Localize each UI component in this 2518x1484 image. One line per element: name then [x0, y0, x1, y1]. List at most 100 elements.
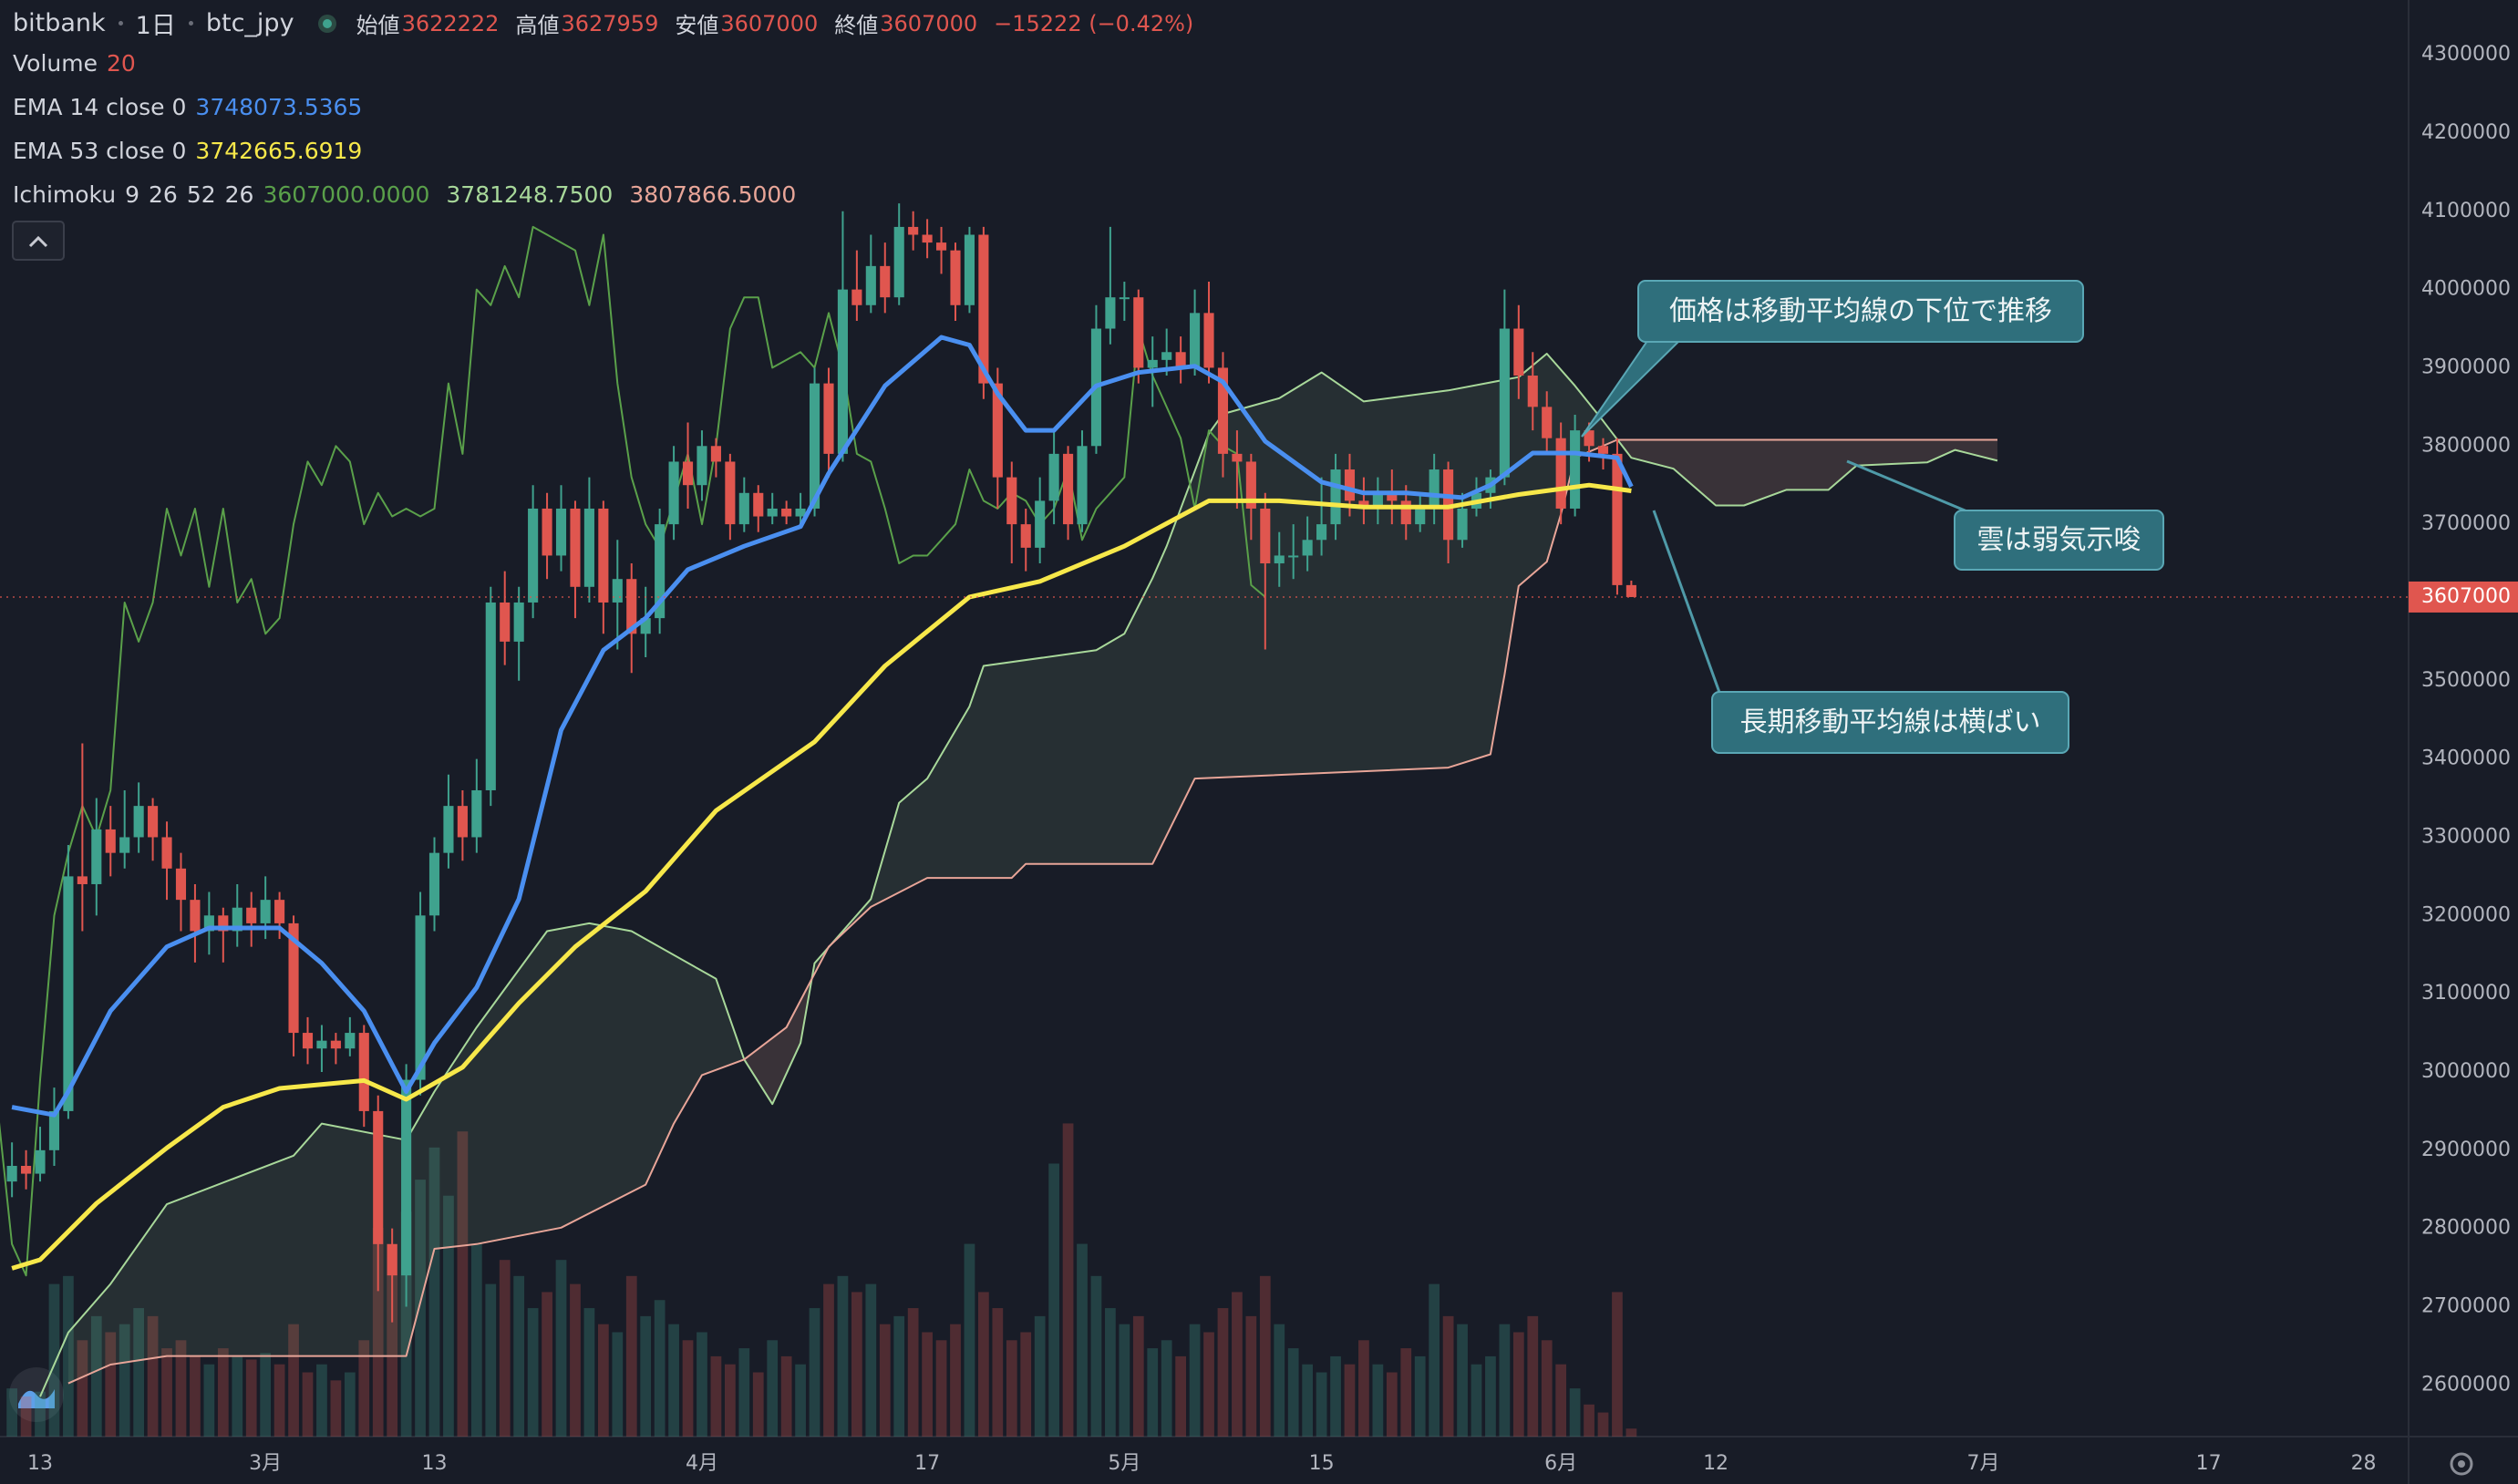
candle-body: [119, 837, 130, 853]
separator: [118, 21, 123, 26]
volume-bar: [1597, 1412, 1609, 1437]
candle-body: [330, 1040, 341, 1049]
volume-bar: [570, 1283, 581, 1437]
candle-body: [626, 579, 637, 634]
volume-bar: [724, 1364, 736, 1437]
volume-bar: [119, 1324, 130, 1437]
volume-bar: [1287, 1348, 1299, 1437]
candle-body: [1245, 461, 1256, 509]
candle-body: [1400, 500, 1411, 525]
volume-bar: [1569, 1388, 1581, 1437]
candle-body: [710, 446, 721, 462]
candle-body: [457, 806, 468, 838]
volume-bar: [1232, 1292, 1243, 1437]
y-tick-label: 3000000: [2421, 1060, 2511, 1083]
candle-body: [48, 1110, 60, 1150]
candle-body: [63, 876, 74, 1111]
volume-bar: [1442, 1315, 1454, 1437]
volume-bar: [542, 1292, 552, 1437]
candle-body: [598, 508, 609, 603]
volume-bar: [1006, 1340, 1017, 1437]
y-tick-label: 4300000: [2421, 43, 2511, 66]
volume-bar: [767, 1340, 779, 1437]
ema-name: EMA 14 close 0: [13, 94, 187, 120]
candle-body: [373, 1110, 384, 1244]
candle-body: [542, 508, 552, 556]
ohlc-label: 終値: [834, 13, 879, 38]
candle-body: [1006, 477, 1017, 525]
ema-legend: EMA 53 close 0 3742665.6919: [13, 138, 371, 164]
volume-bar: [245, 1359, 257, 1437]
candle-body: [1217, 367, 1229, 454]
candle-body: [1330, 469, 1341, 525]
x-tick-label: 5月: [1108, 1452, 1140, 1475]
volume-bar: [1020, 1332, 1032, 1437]
volume-bar: [316, 1364, 327, 1437]
collapse-button[interactable]: [12, 221, 65, 261]
candle-body: [1499, 328, 1510, 478]
candle-body: [1260, 508, 1271, 564]
x-tick-label: 6月: [1544, 1452, 1577, 1475]
volume-bar: [851, 1292, 862, 1437]
candle-body: [781, 508, 792, 517]
volume-bar: [1274, 1324, 1285, 1437]
volume-bar: [682, 1340, 694, 1437]
volume-bar: [344, 1372, 356, 1437]
candle-body: [1302, 540, 1313, 556]
candle-body: [1288, 555, 1299, 558]
logo[interactable]: [9, 1367, 64, 1422]
volume-length: 20: [106, 50, 136, 77]
y-tick-label: 4200000: [2421, 121, 2511, 144]
x-tick-label: 17: [2196, 1452, 2222, 1475]
volume-bar: [1541, 1340, 1553, 1437]
volume-bar: [1527, 1315, 1539, 1437]
candle-body: [865, 265, 876, 305]
candle-body: [91, 829, 102, 884]
annotation-box: [1637, 280, 2084, 343]
candle-body: [1175, 352, 1186, 368]
volume-bar: [780, 1355, 792, 1437]
change: −15222 (−0.42%): [994, 10, 1194, 36]
y-tick-label: 3200000: [2421, 903, 2511, 926]
ichimoku-value: 3781248.7500: [446, 181, 614, 208]
candle-body: [443, 806, 454, 853]
candle-body: [274, 900, 285, 923]
candle-body: [1597, 446, 1609, 454]
settings-icon[interactable]: [2450, 1452, 2473, 1476]
exchange: bitbank: [13, 9, 106, 37]
x-tick-label: 13: [422, 1452, 448, 1475]
candle-body: [809, 383, 820, 509]
span-b: [67, 438, 1997, 1385]
y-tick-label: 2900000: [2421, 1139, 2511, 1161]
ichimoku-value: 3807866.5000: [629, 181, 797, 208]
annotation-box: [1711, 691, 2069, 754]
candle-body: [1372, 492, 1383, 509]
volume-bar: [288, 1324, 299, 1437]
symbol-row: bitbank 1日 btc_jpy 始値 3622222 高値 3627959 安値 3607…: [13, 5, 1202, 41]
candle-body: [964, 234, 975, 305]
ema-name: EMA 53 close 0: [13, 138, 187, 164]
volume-bar: [1105, 1308, 1116, 1437]
volume-bar: [1400, 1348, 1412, 1437]
volume-bar: [1358, 1340, 1369, 1437]
ema-value: 3742665.6919: [195, 138, 363, 164]
candle-body: [655, 524, 666, 619]
volume-bar: [893, 1315, 905, 1437]
volume-bar: [161, 1348, 172, 1437]
volume-bar: [90, 1315, 102, 1437]
volume-bar: [935, 1340, 947, 1437]
y-tick-label: 3800000: [2421, 434, 2511, 457]
volume-bar: [1512, 1332, 1524, 1437]
market-status: [317, 14, 336, 33]
candle-body: [1443, 469, 1454, 541]
candle-body: [851, 289, 862, 305]
candle-body: [753, 492, 764, 517]
ichimoku-legend: Ichimoku 9 26 52 26 3607000.0000 3781248.7500 3…: [13, 181, 812, 208]
volume-bar: [499, 1260, 511, 1437]
annotation: 長期移動平均線は横ばい: [1652, 510, 2069, 754]
candle-body: [1542, 407, 1553, 438]
candle-body: [1527, 376, 1538, 407]
y-tick-label: 2600000: [2421, 1373, 2511, 1396]
